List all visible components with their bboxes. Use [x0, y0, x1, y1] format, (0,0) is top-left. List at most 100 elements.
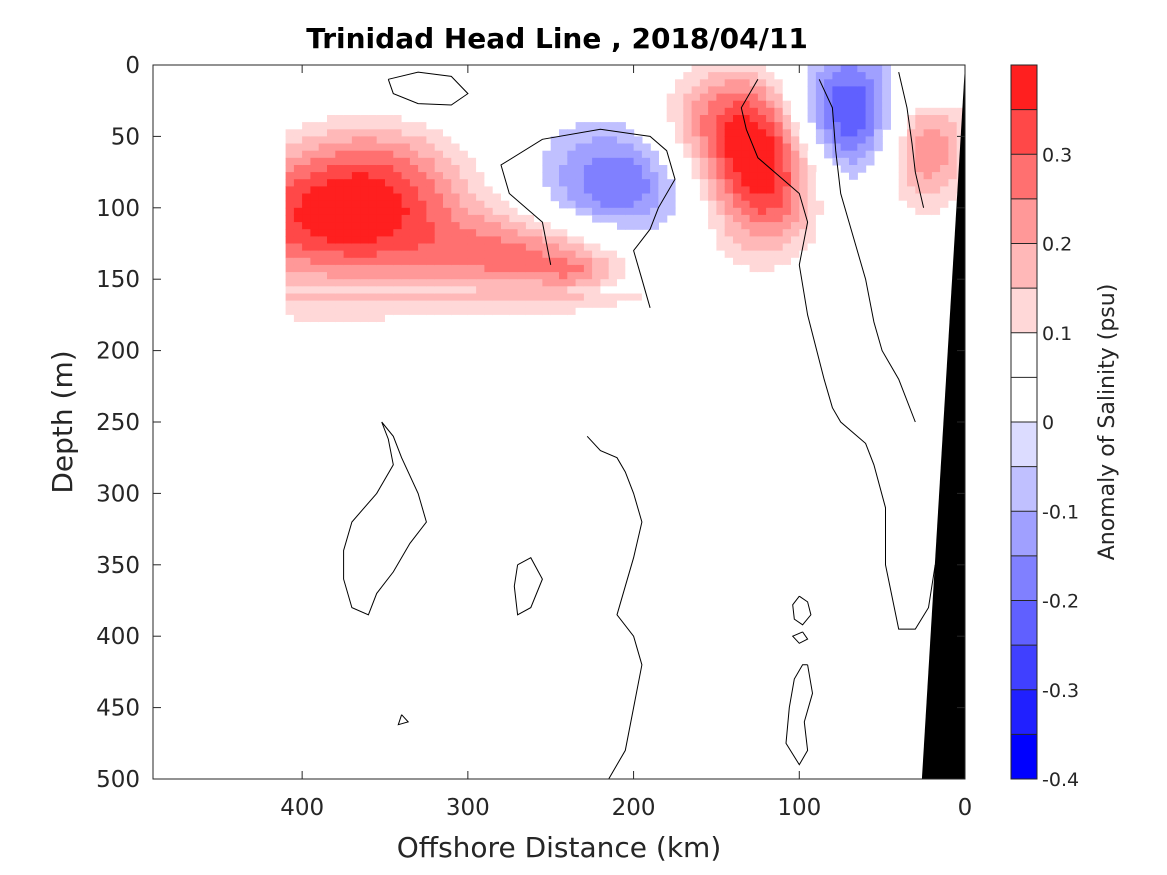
- field-cell: [376, 264, 386, 273]
- field-cell: [658, 172, 668, 180]
- field-cell: [592, 279, 601, 287]
- field-cell: [426, 286, 436, 294]
- colorbar-tick-label: -0.4: [1042, 769, 1079, 791]
- field-cell: [418, 122, 427, 130]
- field-cell: [658, 107, 668, 116]
- field-cell: [650, 150, 659, 159]
- field-cell: [832, 136, 842, 145]
- field-cell: [542, 179, 552, 187]
- field-cell: [592, 250, 601, 259]
- field-cell: [443, 329, 452, 337]
- field-cell: [351, 264, 361, 273]
- field-cell: [675, 93, 684, 102]
- field-cell: [351, 336, 361, 344]
- field-cell: [459, 200, 469, 209]
- field-cell: [583, 129, 593, 137]
- field-cell: [484, 207, 494, 216]
- field-cell: [327, 136, 336, 145]
- field-cell: [749, 79, 759, 87]
- field-cell: [459, 222, 469, 230]
- field-cell: [418, 129, 427, 137]
- field-cell: [376, 286, 386, 294]
- field-cell: [774, 179, 784, 187]
- field-cell: [600, 214, 610, 223]
- field-cell: [708, 200, 717, 209]
- field-cell: [285, 250, 295, 259]
- field-cell: [600, 172, 610, 180]
- field-cell: [310, 150, 320, 159]
- field-cell: [807, 186, 817, 195]
- field-cell: [600, 300, 610, 309]
- field-cell: [443, 300, 452, 309]
- field-cell: [882, 193, 891, 202]
- field-cell: [434, 286, 444, 294]
- field-cell: [434, 229, 444, 237]
- field-cell: [318, 229, 328, 237]
- field-cell: [302, 136, 311, 145]
- field-cell: [517, 214, 527, 223]
- field-cell: [351, 122, 361, 130]
- field-cell: [666, 179, 676, 187]
- field-cell: [285, 322, 295, 330]
- field-cell: [443, 129, 452, 137]
- field-cell: [757, 200, 767, 209]
- field-cell: [625, 165, 635, 173]
- field-cell: [476, 207, 485, 216]
- field-cell: [492, 157, 502, 166]
- field-cell: [766, 86, 775, 95]
- field-cell: [385, 122, 394, 130]
- field-cell: [608, 157, 618, 166]
- field-cell: [393, 264, 403, 273]
- field-cell: [501, 322, 510, 330]
- field-cell: [575, 236, 585, 245]
- field-cell: [550, 300, 560, 309]
- field-cell: [873, 143, 883, 152]
- field-cell: [650, 193, 659, 202]
- field-cell: [774, 129, 784, 137]
- field-cell: [293, 293, 303, 302]
- field-cell: [318, 122, 328, 130]
- field-cell: [650, 300, 659, 309]
- field-cell: [741, 222, 751, 230]
- field-cell: [542, 214, 552, 223]
- field-cell: [815, 236, 825, 245]
- field-cell: [782, 115, 792, 123]
- field-cell: [840, 79, 850, 87]
- field-cell: [409, 207, 419, 216]
- field-cell: [550, 293, 560, 302]
- field-cell: [791, 250, 800, 259]
- field-cell: [318, 272, 328, 280]
- field-cell: [567, 300, 577, 309]
- field-cell: [807, 115, 817, 123]
- field-cell: [708, 115, 717, 123]
- field-cell: [459, 193, 469, 202]
- field-cell: [815, 100, 825, 109]
- field-cell: [368, 314, 378, 323]
- field-cell: [285, 143, 295, 152]
- field-cell: [724, 143, 734, 152]
- field-cell: [749, 150, 759, 159]
- field-cell: [766, 172, 775, 180]
- field-cell: [459, 250, 469, 259]
- field-cell: [525, 329, 535, 337]
- field-cell: [575, 150, 585, 159]
- field-cell: [583, 293, 593, 302]
- field-cell: [550, 236, 560, 245]
- field-cell: [360, 207, 369, 216]
- field-cell: [633, 136, 643, 145]
- field-cell: [832, 93, 842, 102]
- field-cell: [733, 193, 742, 202]
- field-cell: [625, 322, 635, 330]
- field-cell: [385, 200, 394, 209]
- field-cell: [683, 72, 693, 80]
- field-cell: [724, 250, 734, 259]
- field-cell: [534, 279, 543, 287]
- field-cell: [832, 79, 842, 87]
- field-cell: [343, 207, 353, 216]
- field-cell: [409, 314, 419, 323]
- field-cell: [476, 314, 485, 323]
- field-cell: [774, 286, 784, 294]
- field-cell: [434, 193, 444, 202]
- field-cell: [608, 165, 618, 173]
- field-cell: [683, 115, 693, 123]
